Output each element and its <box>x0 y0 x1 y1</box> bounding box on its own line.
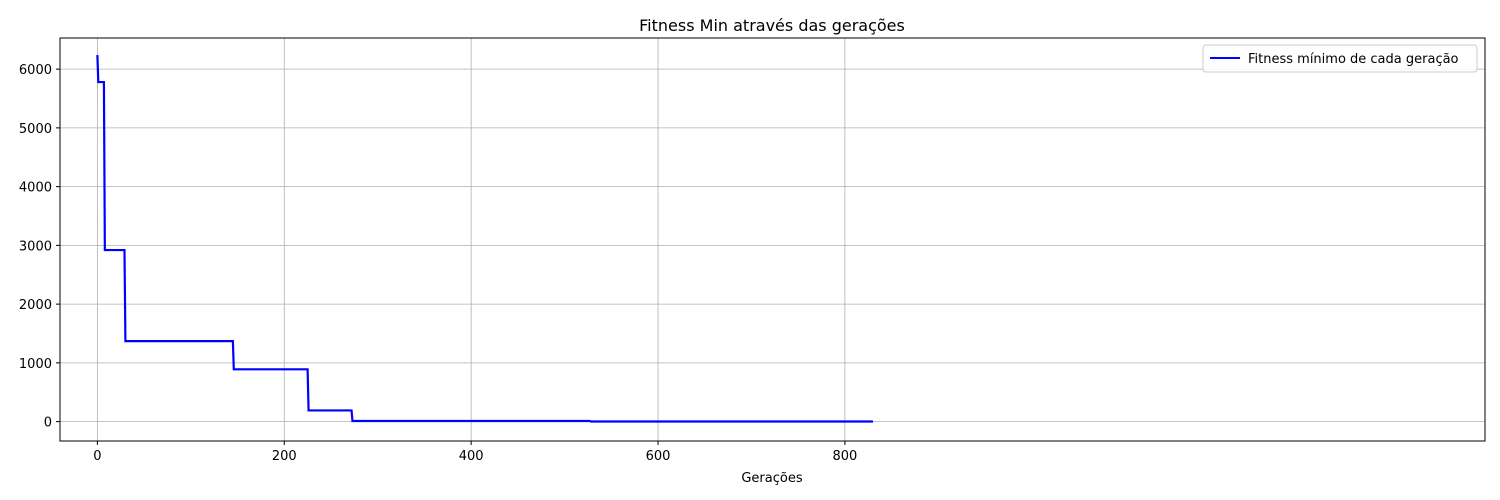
x-axis-label: Gerações <box>741 471 802 486</box>
series-line <box>96 55 873 423</box>
y-tick-label: 5000 <box>19 122 52 137</box>
y-tick-label: 2000 <box>19 298 52 313</box>
grid <box>60 38 1485 441</box>
legend: Fitness mínimo de cada geração <box>1202 44 1478 73</box>
x-tick-label: 400 <box>459 449 484 464</box>
y-tick-label: 1000 <box>19 357 52 372</box>
x-tick-label: 0 <box>93 449 101 464</box>
legend-box <box>1202 44 1478 73</box>
plot-frame <box>59 37 1486 442</box>
series-layer <box>96 55 873 423</box>
y-tick-label: 4000 <box>19 181 52 196</box>
y-tick-label: 3000 <box>19 239 52 254</box>
x-tick-label: 800 <box>833 449 858 464</box>
x-tick-label: 600 <box>646 449 671 464</box>
x-axis: 0 200 400 600 800 <box>93 441 857 464</box>
y-axis: 0 1000 2000 3000 4000 5000 6000 <box>19 63 60 431</box>
y-tick-label: 6000 <box>19 63 52 78</box>
y-tick-label: 0 <box>44 416 52 431</box>
chart-title: Fitness Min através das gerações <box>639 16 905 35</box>
x-tick-label: 200 <box>272 449 297 464</box>
legend-label: Fitness mínimo de cada geração <box>1248 52 1459 67</box>
